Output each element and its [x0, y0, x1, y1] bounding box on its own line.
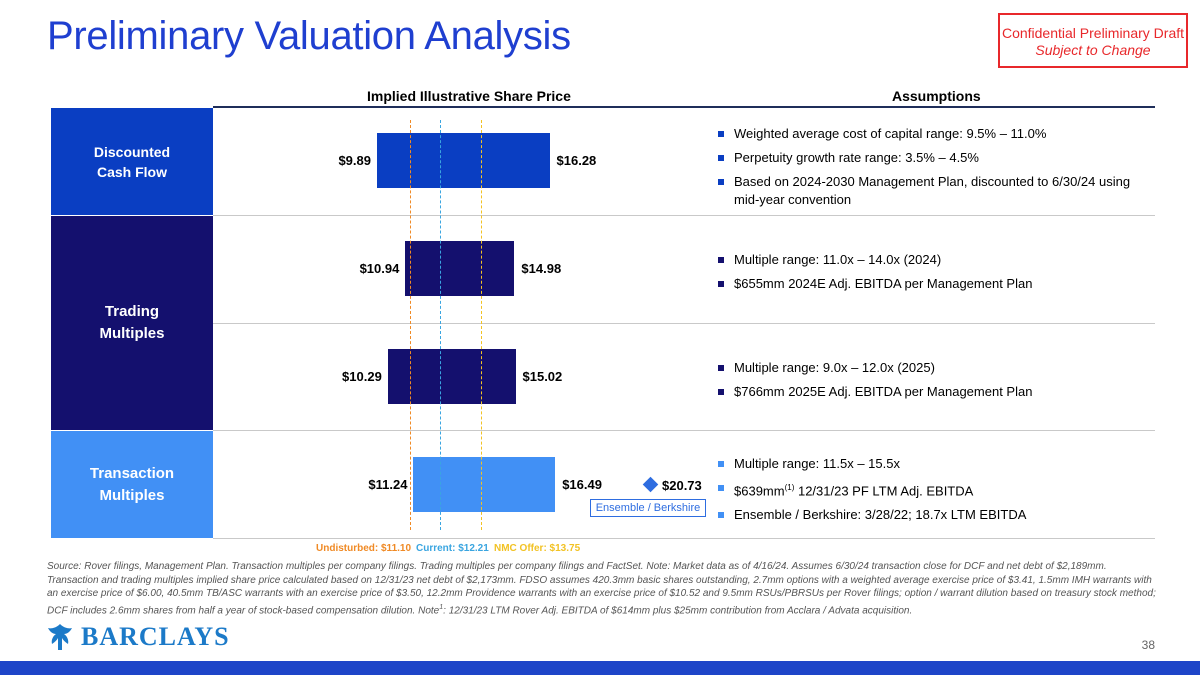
legend-current: Current: $12.21: [416, 543, 489, 554]
logo-wordmark: BARCLAYS: [81, 622, 230, 651]
bar-low-label: $10.29: [342, 369, 382, 384]
precedent-diamond-icon: [642, 476, 659, 493]
assumption-item: $766mm 2025E Adj. EBITDA per Management …: [718, 383, 1138, 401]
bullet-square-icon: [718, 485, 724, 491]
page-number: 38: [1141, 638, 1155, 652]
bullet-square-icon: [718, 512, 724, 519]
confidential-line: Confidential Preliminary Draft: [1001, 25, 1185, 41]
bullet-square-icon: [718, 281, 724, 287]
category-dcf-line2: Cash Flow: [96, 163, 167, 180]
assumptions-transaction: Multiple range: 11.5x – 15.5x $639mm(1) …: [718, 455, 1138, 530]
bullet-square-icon: [718, 179, 724, 185]
assumption-item: $639mm(1) 12/31/23 PF LTM Adj. EBITDA: [718, 479, 1138, 500]
confidential-stamp: Confidential Preliminary Draft Subject t…: [998, 13, 1188, 68]
footer-bar: [0, 661, 1200, 675]
assumption-item: Multiple range: 9.0x – 12.0x (2025): [718, 359, 1138, 377]
chart-header: Implied Illustrative Share Price: [367, 88, 571, 104]
page-title: Preliminary Valuation Analysis: [47, 14, 571, 58]
category-trading-line2: Multiples: [99, 325, 165, 342]
assumptions-trading-2024: Multiple range: 11.0x – 14.0x (2024) $65…: [718, 251, 1138, 299]
category-trading-multiples: Trading Multiples: [51, 216, 213, 430]
reference-line-undisturbed: [409, 120, 411, 530]
category-trading-line1: Trading: [104, 303, 160, 320]
legend-undisturbed: Undisturbed: $11.10: [316, 543, 412, 554]
precedent-value-label: $20.73: [662, 478, 702, 493]
category-dcf: Discounted Cash Flow: [51, 108, 213, 215]
bar-high-label: $14.98: [521, 261, 562, 276]
price-range-bar: [377, 133, 550, 188]
bullet-square-icon: [718, 365, 724, 371]
assumption-item: Multiple range: 11.0x – 14.0x (2024): [718, 251, 1138, 269]
assumptions-header: Assumptions: [892, 88, 981, 104]
bullet-square-icon: [718, 461, 724, 467]
assumption-item: Perpetuity growth rate range: 3.5% – 4.5…: [718, 149, 1138, 167]
assumption-item: Ensemble / Berkshire: 3/28/22; 18.7x LTM…: [718, 506, 1138, 524]
source-note: Source: Rover filings, Management Plan. …: [47, 561, 1156, 616]
assumption-item: Based on 2024-2030 Management Plan, disc…: [718, 173, 1138, 209]
bar-low-label: $9.89: [338, 153, 371, 168]
price-range-bar: [405, 241, 515, 296]
bar-low-label: $10.94: [359, 261, 400, 276]
bullet-square-icon: [718, 155, 724, 161]
bar-high-label: $16.28: [556, 153, 597, 168]
assumption-item: Multiple range: 11.5x – 15.5x: [718, 455, 1138, 473]
barclays-logo: BARCLAYS: [47, 622, 230, 652]
category-transaction-multiples: Transaction Multiples: [51, 431, 213, 538]
assumptions-dcf: Weighted average cost of capital range: …: [718, 125, 1138, 215]
eagle-icon: [48, 624, 72, 650]
confidential-subline: Subject to Change: [1035, 42, 1151, 58]
bullet-square-icon: [718, 131, 724, 137]
bar-low-label: $11.24: [368, 477, 408, 492]
reference-line-current: [439, 120, 441, 530]
row-separator: [213, 323, 1155, 324]
category-dcf-line1: Discounted: [93, 143, 171, 160]
row-separator: [213, 215, 1155, 216]
assumption-item: $655mm 2024E Adj. EBITDA per Management …: [718, 275, 1138, 293]
price-range-bar: [413, 457, 556, 512]
reference-line-nmc-offer: [481, 120, 483, 530]
bullet-square-icon: [718, 389, 724, 395]
header-rule: [213, 106, 1155, 108]
category-transaction-line2: Multiples: [99, 486, 165, 504]
row-separator: [213, 430, 1155, 431]
category-transaction-line1: Transaction: [89, 464, 175, 482]
legend-nmc-offer: NMC Offer: $13.75: [494, 543, 581, 554]
row-separator: [213, 538, 1155, 539]
assumption-item: Weighted average cost of capital range: …: [718, 125, 1138, 143]
bar-high-label: $15.02: [522, 369, 563, 384]
price-range-bar: [387, 349, 516, 404]
precedent-tag: Ensemble / Berkshire: [590, 499, 706, 517]
assumptions-trading-2025: Multiple range: 9.0x – 12.0x (2025) $766…: [718, 359, 1138, 407]
bar-high-label: $16.49: [562, 477, 602, 492]
bullet-square-icon: [718, 257, 724, 263]
